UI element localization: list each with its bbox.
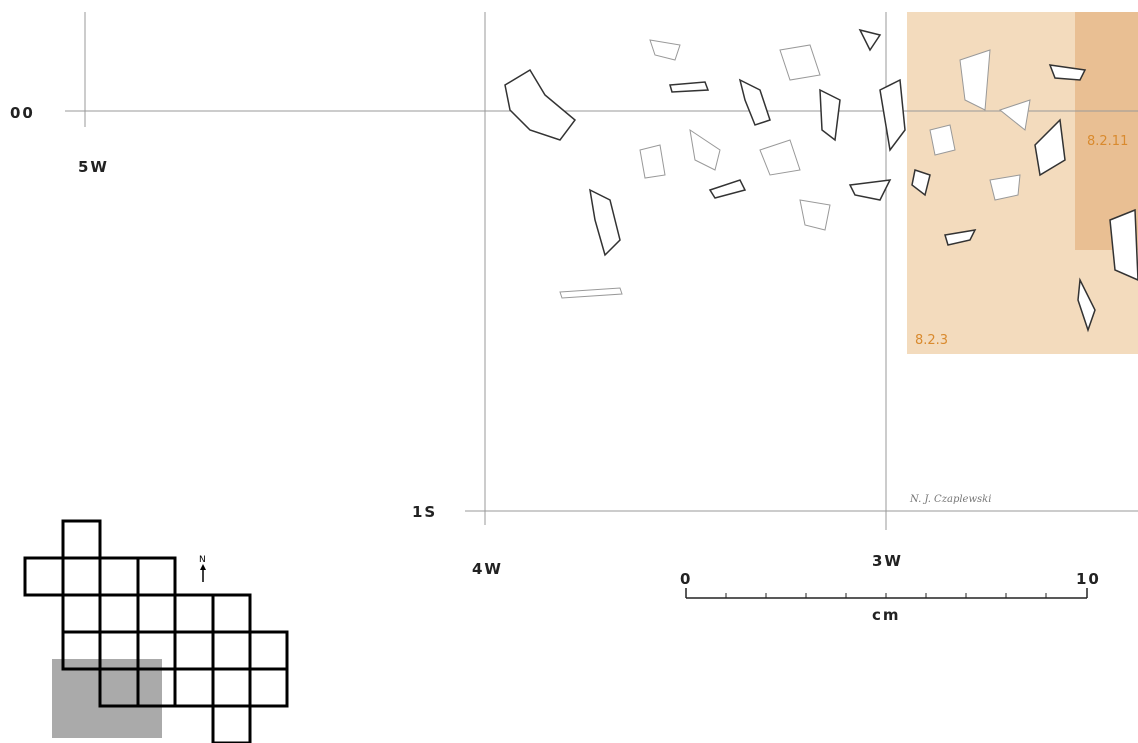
unit-label: 8.2.11 bbox=[1087, 134, 1128, 149]
north-label: N bbox=[199, 555, 206, 565]
grid-label: 5W bbox=[78, 158, 109, 176]
scale-unit: cm bbox=[872, 606, 901, 624]
scale-label: 10 bbox=[1076, 570, 1101, 588]
signature: N. J. Czaplewski bbox=[909, 494, 991, 505]
grid-label: 4W bbox=[472, 560, 503, 578]
grid-label: 00 bbox=[10, 104, 35, 122]
scale-label: 0 bbox=[680, 570, 692, 588]
site-key: N bbox=[25, 521, 287, 743]
grid-label: 1S bbox=[412, 503, 437, 521]
scale-bar: 0 10 cm bbox=[680, 570, 1101, 624]
grid-label: 3W bbox=[872, 552, 903, 570]
unit-label: 8.2.3 bbox=[915, 333, 948, 348]
excavation-map: 8.2.11 8.2.3 00 5W 1S 4W 3W N. J. Czaple… bbox=[0, 0, 1138, 743]
